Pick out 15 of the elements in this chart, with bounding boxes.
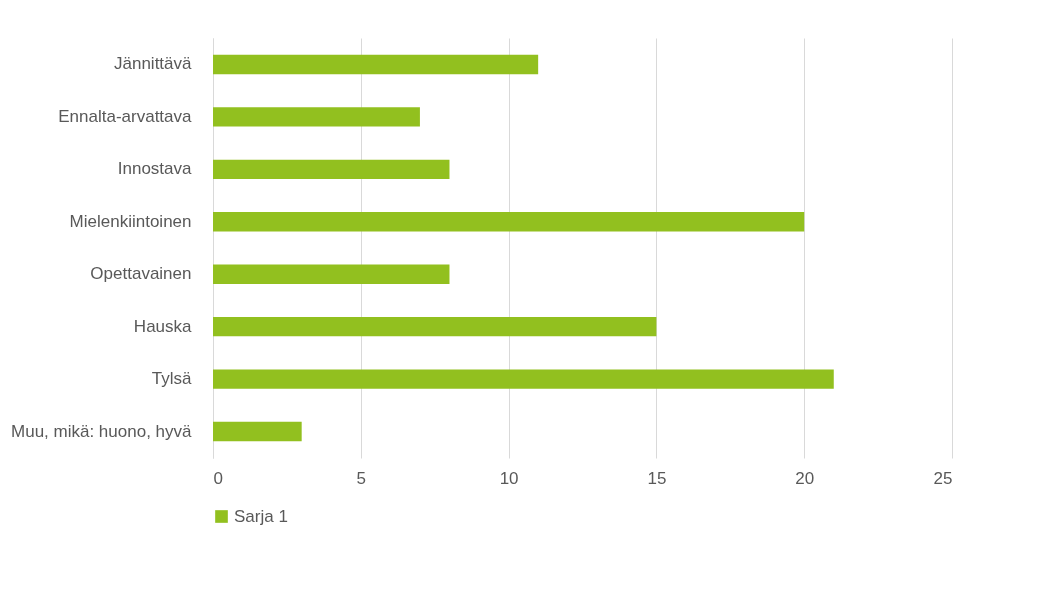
x-tick-label: 20	[795, 468, 815, 488]
y-tick-label: Opettavainen	[90, 264, 192, 284]
y-tick-label: Tylsä	[151, 369, 193, 389]
y-tick-label: Innostava	[117, 159, 193, 179]
y-tick-label: Ennalta-arvattava	[58, 106, 193, 126]
y-tick-label: Jännittävä	[114, 54, 193, 74]
x-tick-label: 0	[213, 468, 223, 488]
y-tick-label: Mielenkiintoinen	[69, 211, 192, 231]
x-tick-label: 10	[499, 468, 519, 488]
x-tick-label: 5	[356, 468, 367, 488]
legend-label: Sarja 1	[234, 506, 288, 526]
x-tick-label: 15	[647, 468, 667, 488]
y-tick-label: Hauska	[133, 316, 193, 336]
x-tick-label: 25	[933, 468, 953, 488]
y-tick-label: Muu, mikä: huono, hyvä	[11, 421, 193, 441]
